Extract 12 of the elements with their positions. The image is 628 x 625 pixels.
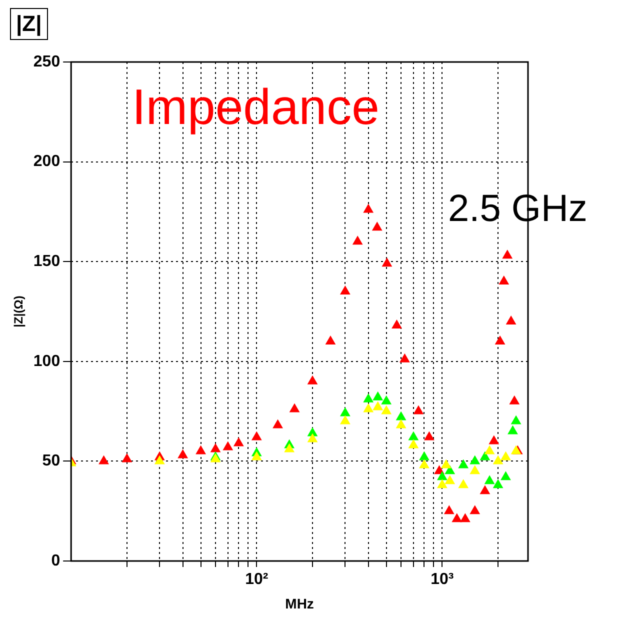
y-tick-label: 200 (33, 153, 60, 170)
x-tick-label: 10³ (430, 571, 454, 588)
y-tick-label: 0 (51, 552, 60, 570)
y-tick-label: 250 (33, 53, 60, 70)
chart-title: |Z| (10, 8, 48, 40)
annotation: Impedance (132, 78, 380, 136)
y-tick-label: 50 (42, 452, 60, 470)
y-tick-label: 100 (33, 352, 60, 370)
x-tick-label: 10² (245, 571, 268, 588)
y-tick-label: 150 (33, 253, 60, 270)
x-axis-title: MHz (285, 595, 314, 612)
y-axis-title: |Z|(Ω) (12, 296, 26, 328)
